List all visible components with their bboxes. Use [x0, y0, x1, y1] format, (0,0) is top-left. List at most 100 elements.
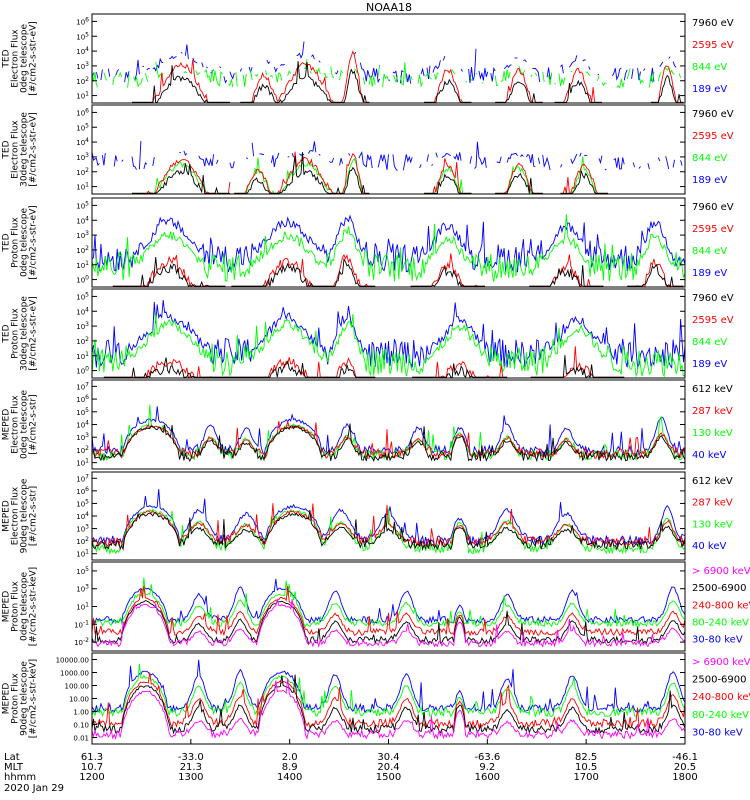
series-green [91, 508, 686, 555]
y-label-line: [#/cm2-s-str-keV] [29, 659, 39, 738]
legend-entry: 130 keV [692, 519, 733, 530]
legend-entry: 7960 eV [692, 109, 734, 120]
series-blue [92, 141, 685, 171]
y-tick-label: 101 [76, 260, 89, 270]
figure-title: NOAA18 [366, 1, 412, 14]
y-axis-label: TEDElectron Flux30deg telescope[#/cm2-s-… [2, 112, 39, 187]
legend-entry: 240-800 keV [692, 692, 750, 703]
legend-entry: > 6900 keV [692, 657, 750, 668]
y-axis-label: MEPEDElectron Flux0deg telescope[#/cm2-s… [2, 390, 39, 460]
legend-entry: 844 eV [692, 62, 727, 73]
y-tick-label: 104 [76, 511, 89, 521]
y-label-line: 0deg telescope [20, 390, 30, 460]
y-tick-label: 101 [76, 91, 89, 101]
y-label-line: MEPED [2, 409, 12, 441]
y-label-line: [#/cm2-s-str-eV] [29, 205, 39, 280]
y-tick-label: 105 [76, 291, 89, 301]
y-label-line: Electron Flux [11, 395, 21, 454]
y-tick-label: 105 [76, 407, 89, 417]
series-black [112, 257, 684, 288]
legend-entry: 2595 eV [692, 131, 734, 142]
series-black [103, 355, 625, 379]
legend-entry: 80-240 keV [692, 618, 749, 629]
y-label-line: 30deg telescope [20, 296, 30, 371]
series-green [91, 214, 686, 282]
panel-0: 101 102 103 104 105 106 TEDElectron Flux0deg t… [2, 13, 734, 104]
y-label-line: 0deg telescope [20, 572, 30, 642]
legend-entry: 2500-6900 [692, 583, 747, 594]
y-label-line: 0deg telescope [20, 208, 30, 278]
panel-frame [91, 288, 686, 379]
y-tick-label: 101 [76, 602, 89, 612]
y-tick-label: 1000.00 [60, 670, 89, 678]
y-tick-label: 103 [76, 524, 89, 534]
panel-1: 101 102 103 104 105 106 TEDElectron Flux30deg … [2, 104, 734, 196]
legend-entry: 2595 eV [692, 224, 734, 235]
y-axis-label: TEDProton Flux30deg telescope[#/cm2-s-st… [2, 296, 39, 371]
series-black [91, 674, 686, 735]
y-label-line: MEPED [2, 500, 12, 532]
panel-frame [91, 197, 686, 288]
y-label-line: Proton Flux [11, 217, 21, 268]
x-tick-mlt: 9.2 [479, 762, 495, 773]
x-tick-mlt: 10.7 [81, 762, 103, 773]
y-tick-label: 1.00 [73, 709, 89, 717]
y-label-line: Electron Flux [11, 120, 21, 179]
y-tick-label: 10-2 [74, 637, 89, 647]
y-tick-label: 104 [76, 137, 89, 147]
y-tick-label: 100.00 [65, 683, 90, 691]
y-tick-label: 10-1 [74, 619, 89, 629]
legend-entry: 2500-6900 [692, 675, 747, 686]
legend-entry: 287 keV [692, 498, 733, 509]
legend-entry: 189 eV [692, 84, 727, 95]
y-tick-label: 101 [76, 351, 89, 361]
y-axis-label: MEPEDProton Flux90deg telescope[#/cm2-s-… [2, 659, 39, 738]
y-tick-label: 106 [76, 486, 89, 496]
legend-entry: 40 keV [692, 541, 726, 552]
y-label-line: Electron Flux [11, 486, 21, 545]
y-tick-label: 102 [76, 76, 89, 86]
y-tick-label: 105 [76, 498, 89, 508]
y-tick-label: 107 [76, 473, 89, 483]
y-tick-label: 105 [76, 566, 89, 576]
y-label-line: [#/cm2-s-str-eV] [29, 21, 39, 96]
legend-entry: 287 keV [692, 406, 733, 417]
y-tick-label: 107 [76, 381, 89, 391]
y-tick-label: 104 [76, 420, 89, 430]
x-row-label-mlt: MLT [4, 762, 24, 773]
y-label-line: [#/cm2-s-str-keV] [29, 567, 39, 646]
y-label-line: TED [2, 324, 12, 343]
series-green [91, 59, 682, 89]
legend-entry: 7960 eV [692, 18, 734, 29]
series-magenta [91, 598, 686, 648]
y-label-line: Electron Flux [11, 29, 21, 88]
legend-entry: 844 eV [692, 337, 727, 348]
x-tick-hhmm: 1200 [79, 772, 104, 783]
y-tick-label: 101 [76, 458, 89, 468]
panel-frame [91, 561, 686, 652]
y-axis-label: MEPEDProton Flux0deg telescope[#/cm2-s-s… [2, 567, 39, 646]
y-tick-label: 101 [76, 182, 89, 192]
series-black [91, 423, 686, 463]
series-red [112, 253, 684, 287]
y-label-line: 90deg telescope [20, 661, 30, 736]
x-tick-hhmm: 1300 [178, 772, 203, 783]
y-tick-label: 103 [76, 61, 89, 71]
series-black [132, 152, 608, 196]
y-label-line: 90deg telescope [20, 478, 30, 553]
y-label-line: [#/cm2-s-str] [29, 394, 39, 454]
y-tick-label: 0.10 [73, 722, 89, 730]
y-tick-label: 105 [76, 200, 89, 210]
x-tick-lat: 82.5 [575, 752, 597, 763]
series-red [132, 50, 684, 103]
y-tick-label: 10000.00 [56, 657, 89, 665]
y-tick-label: 103 [76, 230, 89, 240]
series-blue [91, 406, 686, 458]
x-tick-hhmm: 1600 [475, 772, 500, 783]
y-tick-label: 105 [76, 31, 89, 41]
legend-entry: 2595 eV [692, 40, 734, 51]
y-tick-label: 103 [76, 321, 89, 331]
series-black [91, 600, 686, 645]
